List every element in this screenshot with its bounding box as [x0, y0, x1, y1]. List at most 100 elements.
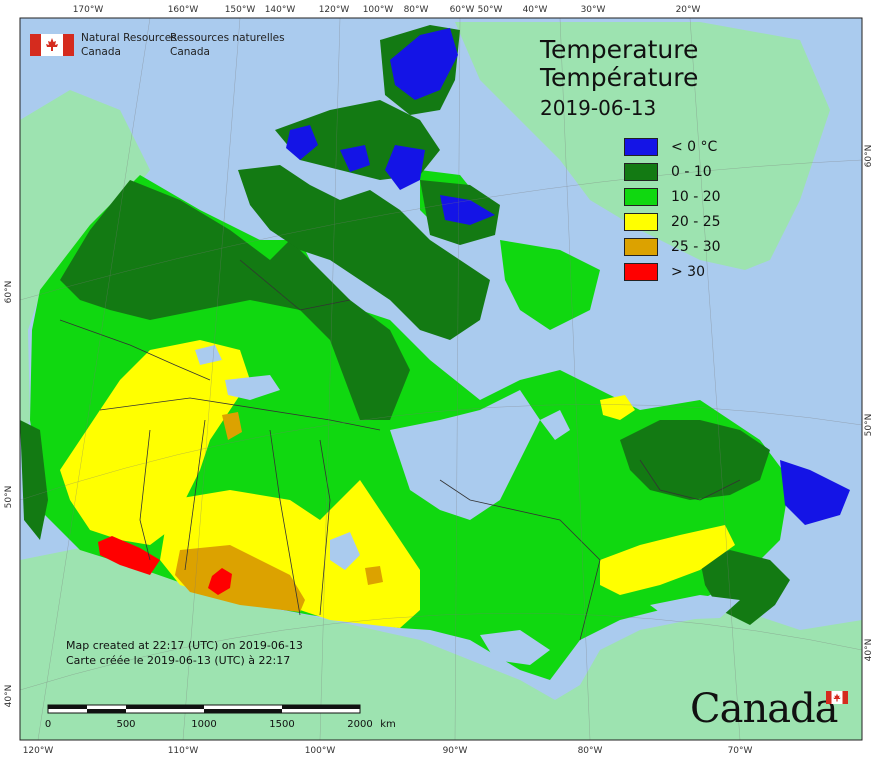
graticule-top-label: 140°W — [265, 5, 296, 15]
boundary-bc-alberta — [139, 429, 151, 561]
graticule-top-label: 170°W — [73, 5, 104, 15]
boundary-yukon-nwt — [59, 319, 211, 381]
region-below-0-island-a — [286, 125, 318, 160]
legend-item: 0 - 10 — [624, 159, 721, 184]
graticule-top-label: 40°W — [523, 5, 548, 15]
graticule-top-label: 20°W — [676, 5, 701, 15]
boundary-quebec-labrador — [639, 459, 741, 501]
region-20-25-west — [60, 340, 250, 545]
graticule — [19, 17, 863, 741]
region-below-0-newfoundland — [780, 460, 850, 525]
alaska-land — [20, 90, 150, 440]
graticule-left-label: 40°N — [4, 685, 14, 708]
canada-flag-icon — [30, 34, 74, 56]
boundary-manitoba-ontario — [319, 439, 331, 616]
graticule-top-label: 50°W — [478, 5, 503, 15]
graticule-top-label: 160°W — [168, 5, 199, 15]
great-bear-lake — [195, 345, 222, 365]
legend-swatch — [624, 237, 658, 256]
graticule-meridian-f — [689, 17, 741, 741]
gulf-of-st-lawrence — [650, 595, 740, 620]
region-below-0-baffin — [440, 195, 495, 225]
boundary-ontario-quebec — [439, 479, 601, 641]
lake-winnipeg — [330, 532, 360, 570]
org-name-english: Natural Resources Canada — [81, 32, 177, 58]
scale-bar-label: 1000 — [191, 719, 216, 730]
scale-bar-labels: 0 500 1000 1500 2000 km — [45, 719, 396, 730]
legend-item: 25 - 30 — [624, 234, 721, 259]
graticule-top-label: 60°W — [450, 5, 475, 15]
graticule-bottom-label: 70°W — [728, 746, 753, 756]
map-date: 2019-06-13 — [540, 96, 657, 120]
graticule-bottom-labels: 120°W 110°W 100°W 90°W 80°W 70°W — [23, 746, 753, 756]
region-20-25-ungava — [600, 395, 635, 420]
creation-note: Map created at 22:17 (UTC) on 2019-06-13… — [66, 638, 303, 668]
region-below-0-ellesmere — [390, 28, 458, 100]
legend-label: < 0 °C — [671, 138, 718, 155]
region-0-10-arctic-mainland — [238, 165, 490, 340]
legend-item: < 0 °C — [624, 134, 721, 159]
legend-swatch — [624, 187, 658, 206]
great-lakes — [480, 630, 550, 665]
legend-swatch — [624, 262, 658, 281]
organization-signature: Natural Resources Canada Ressources natu… — [30, 31, 290, 61]
graticule-meridian-c — [319, 17, 341, 741]
hudson-bay — [390, 390, 540, 520]
scale-bar-label: 2000 — [347, 719, 372, 730]
legend-label: 25 - 30 — [671, 238, 721, 255]
creation-note-french: Carte créée le 2019-06-13 (UTC) à 22:17 — [66, 654, 291, 667]
region-0-10-bc-coast — [20, 420, 48, 540]
region-25-30-saskatchewan — [175, 545, 305, 612]
region-25-30-manitoba-patch — [365, 566, 383, 585]
graticule-right-label: 60°N — [864, 145, 874, 168]
graticule-top-label: 80°W — [404, 5, 429, 15]
graticule-50n — [19, 404, 863, 501]
region-20-25-quebec — [600, 525, 735, 595]
region-0-10-northwest — [60, 180, 410, 420]
graticule-bottom-label: 90°W — [443, 746, 468, 756]
scale-bar-unit: km — [380, 719, 396, 730]
region-above-30-sask — [208, 568, 232, 595]
temperature-legend: < 0 °C 0 - 10 10 - 20 20 - 25 25 - 30 > 30 — [624, 134, 721, 284]
wordmark-flag-icon — [826, 691, 848, 704]
map-title-french: Température — [540, 63, 699, 92]
map-title-english: Temperature — [540, 35, 699, 64]
scale-bar-label: 0 — [45, 719, 51, 730]
graticule-right-label: 50°N — [864, 414, 874, 437]
region-10-20-baffin-south — [500, 240, 600, 330]
legend-swatch — [624, 162, 658, 181]
graticule-top-label: 30°W — [581, 5, 606, 15]
graticule-meridian-a — [37, 17, 151, 741]
scale-bar-seg-1 — [48, 705, 87, 709]
legend-label: 0 - 10 — [671, 163, 712, 180]
scale-bar-label: 1500 — [269, 719, 294, 730]
region-above-30-bc-interior — [98, 536, 160, 575]
legend-label: > 30 — [671, 263, 705, 280]
region-25-30-north-patch — [222, 412, 242, 440]
canada-wordmark: Canada — [690, 682, 860, 732]
graticule-left-label: 60°N — [4, 281, 14, 304]
graticule-meridian-d — [454, 17, 461, 741]
provincial-boundaries — [59, 259, 741, 641]
region-0-10-labrador — [620, 420, 770, 500]
org-name-french: Ressources naturelles Canada — [170, 32, 285, 58]
graticule-bottom-label: 120°W — [23, 746, 54, 756]
boundary-sask-manitoba — [269, 429, 301, 616]
graticule-left-label: 50°N — [4, 486, 14, 509]
legend-item: 10 - 20 — [624, 184, 721, 209]
region-below-0-island-b — [340, 145, 370, 172]
creation-note-english: Map created at 22:17 (UTC) on 2019-06-13 — [66, 639, 303, 652]
scale-bar-seg-3 — [126, 705, 204, 709]
united-states-land — [20, 548, 862, 740]
legend-item: > 30 — [624, 259, 721, 284]
boundary-nwt-nunavut — [239, 259, 351, 311]
map-neatline — [19, 17, 863, 741]
graticule-right-label: 40°N — [864, 639, 874, 662]
boundary-alberta-sask — [184, 419, 206, 571]
canada-wordmark-text: Canada — [690, 686, 839, 732]
graticule-top-label: 120°W — [319, 5, 350, 15]
scale-bar-seg-4 — [204, 709, 282, 713]
great-slave-lake — [225, 375, 280, 400]
legend-label: 10 - 20 — [671, 188, 721, 205]
